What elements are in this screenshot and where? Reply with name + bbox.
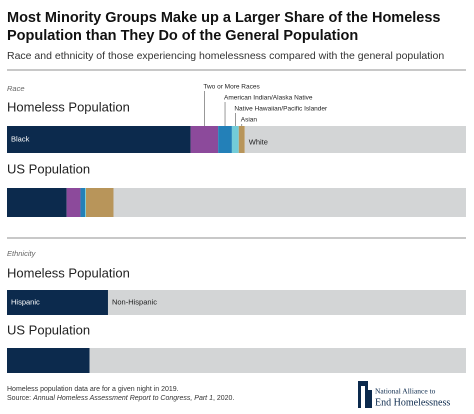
- segment-label: Hispanic: [11, 297, 40, 306]
- category-label: US Population: [7, 161, 90, 176]
- logo: National Alliance to End Homelessness: [358, 381, 450, 408]
- bar-segment: [7, 188, 67, 217]
- section-label: Ethnicity: [7, 249, 37, 258]
- bar-segment: [190, 126, 219, 153]
- chart-title: Most Minority Groups Make up a Larger Sh…: [7, 10, 440, 26]
- callout-label: Native Hawaiian/Pacific Islander: [234, 106, 328, 113]
- bar-segment: [80, 188, 86, 217]
- segment-label: Black: [11, 134, 30, 143]
- bar-segment: [66, 188, 81, 217]
- segment-label: White: [249, 137, 268, 146]
- category-label: US Population: [7, 322, 90, 337]
- bar-segment: [107, 290, 466, 315]
- bar-segment: [218, 126, 232, 153]
- bar-segment: [244, 126, 466, 153]
- bar-segment: [85, 188, 86, 217]
- segment-label: Non-Hispanic: [112, 297, 157, 306]
- bar-segment: [238, 126, 245, 153]
- section-label: Race: [7, 84, 25, 93]
- source-year: , 2020.: [213, 395, 234, 402]
- source: Source: Annual Homeless Assessment Repor…: [7, 395, 234, 402]
- source-label: Source:: [7, 395, 31, 402]
- category-label: Homeless Population: [7, 265, 130, 280]
- source-title: Annual Homeless Assessment Report to Con…: [32, 395, 213, 402]
- bar-segment: [113, 188, 466, 217]
- bar-segment: [7, 348, 90, 373]
- category-label: Homeless Population: [7, 99, 130, 114]
- bar-segment: [231, 126, 239, 153]
- logo-text: End Homelessness: [375, 397, 450, 408]
- bar-segment: [89, 348, 467, 373]
- subtitle: Race and ethnicity of those experiencing…: [7, 50, 444, 62]
- callout-label: American Indian/Alaska Native: [224, 95, 313, 102]
- note: Homeless population data are for a given…: [7, 386, 179, 393]
- bar-segment: [85, 188, 114, 217]
- chart-title: Population than They Do of the General P…: [7, 28, 358, 44]
- logo-icon: [368, 390, 372, 408]
- logo-icon: [361, 386, 365, 408]
- bar-segment: [7, 126, 191, 153]
- callout-label: Two or More Races: [203, 84, 260, 91]
- callout-label: Asian: [241, 117, 258, 124]
- bar-segment: [7, 290, 108, 315]
- logo-text: National Alliance to: [375, 387, 436, 396]
